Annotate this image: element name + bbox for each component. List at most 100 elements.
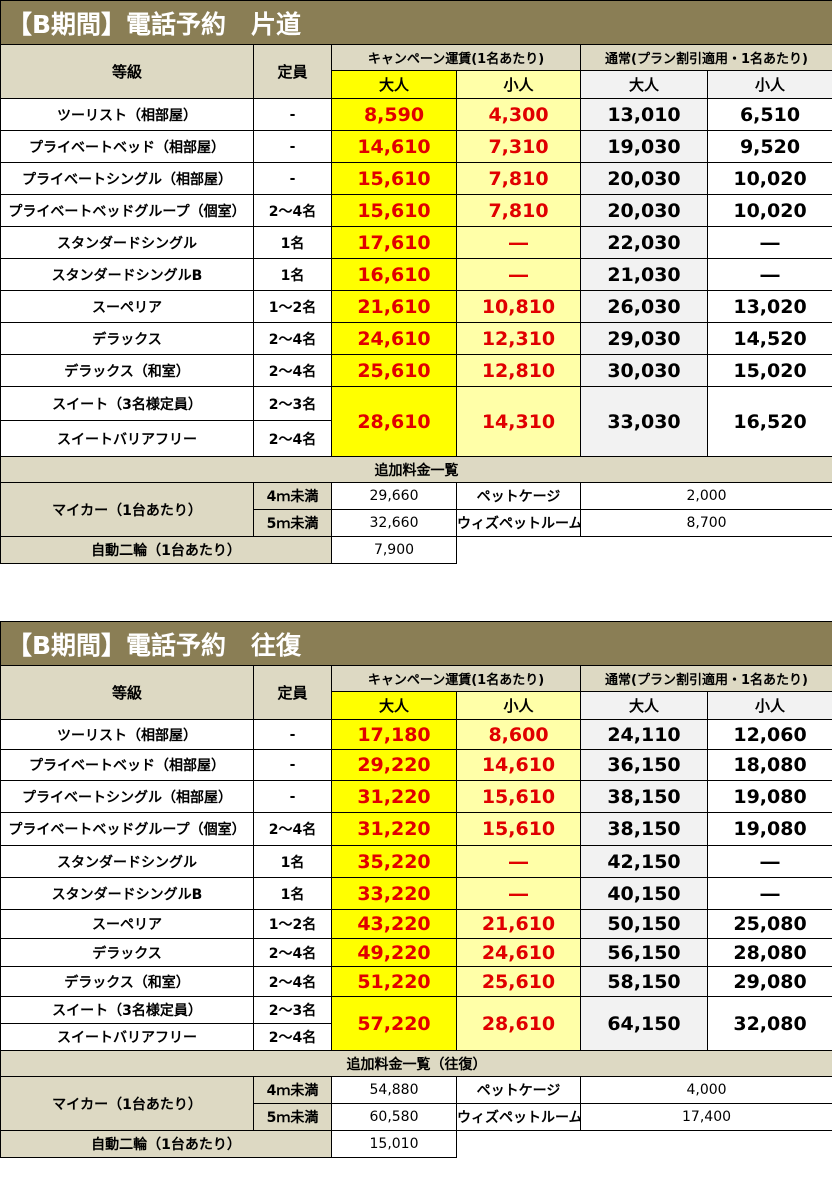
suite-normal-adult: 33,030 [580,386,708,457]
normal-child-fare: 10,020 [706,194,832,227]
table-row: スタンダードシングルB 1名 33,220 ― 40,150 ― [0,877,832,910]
normal-child-fare: 13,020 [706,290,832,323]
campaign-child-fare: 24,610 [456,938,581,967]
car-under-4m-price: 29,660 [331,482,457,510]
campaign-adult-fare: 24,610 [331,322,457,355]
normal-adult-fare: 20,030 [580,194,708,227]
campaign-adult-fare: 21,610 [331,290,457,323]
room-capacity: 1名 [253,845,332,878]
room-capacity: 1～2名 [253,909,332,939]
room-capacity: - [253,749,332,781]
room-name: プライベートシングル（相部屋） [0,162,254,195]
table-row: スーペリア 1～2名 21,610 10,810 26,030 13,020 [0,290,832,323]
room-capacity: 1名 [253,226,332,259]
table-row: スタンダードシングル 1名 35,220 ― 42,150 ― [0,845,832,878]
header-capacity: 定員 [253,665,332,720]
campaign-child-fare: ― [456,258,581,291]
room-capacity: 1名 [253,258,332,291]
room-name: スーペリア [0,290,254,323]
suite-capacity: 2～3名 [253,996,332,1024]
room-name: プライベートベッド（相部屋） [0,130,254,163]
campaign-adult-fare: 29,220 [331,749,457,781]
car-under-4m-label: 4ｍ未満 [253,482,332,510]
normal-child-fare: 19,080 [706,780,832,813]
campaign-child-fare: 21,610 [456,909,581,939]
room-name: スタンダードシングル [0,226,254,259]
campaign-child-fare: 7,310 [456,130,581,163]
table-row: プライベートシングル（相部屋） -31,220 15,610 38,150 19,080 [0,780,832,813]
campaign-child-fare: 15,610 [456,780,581,813]
normal-child-fare: ― [706,845,832,878]
motorcycle-price: 7,900 [331,536,457,564]
campaign-child-fare: ― [456,877,581,910]
normal-adult-fare: 20,030 [580,162,708,195]
extras-title: 追加料金一覧 [0,456,832,483]
car-under-5m-price: 32,660 [331,509,457,537]
table-title: 【B期間】電話予約 往復 [0,621,832,666]
car-label: マイカー（1台あたり） [0,482,254,537]
room-capacity: 2～4名 [253,194,332,227]
room-capacity: 2～4名 [253,938,332,967]
room-name: ツーリスト（相部屋） [0,98,254,131]
suite-capacity: 2～3名 [253,386,332,421]
suite-name: スイート（3名様定員） [0,386,254,421]
room-name: スーペリア [0,909,254,939]
table-row: デラックス（和室） 2～4名 25,610 12,810 30,030 15,020 [0,354,832,387]
normal-adult-fare: 56,150 [580,938,708,967]
table-row: プライベートシングル（相部屋） -15,610 7,810 20,030 10,020 [0,162,832,195]
room-capacity: - [253,130,332,163]
normal-child-fare: 6,510 [706,98,832,131]
table-row: スタンダードシングルB 1名 16,610 ― 21,030 ― [0,258,832,291]
campaign-adult-fare: 16,610 [331,258,457,291]
empty-cell [457,537,832,564]
room-capacity: 2～4名 [253,812,332,846]
normal-child-fare: 9,520 [706,130,832,163]
room-capacity: 1名 [253,877,332,910]
campaign-child-fare: 10,810 [456,290,581,323]
car-under-5m-label: 5ｍ未満 [253,509,332,537]
header-normal-child: 小人 [706,70,832,99]
suite-campaign-adult: 28,610 [331,386,457,457]
campaign-adult-fare: 17,610 [331,226,457,259]
normal-adult-fare: 13,010 [580,98,708,131]
room-name: プライベートシングル（相部屋） [0,780,254,813]
normal-child-fare: ― [706,877,832,910]
room-capacity: 1～2名 [253,290,332,323]
campaign-adult-fare: 35,220 [331,845,457,878]
normal-child-fare: 19,080 [706,812,832,846]
campaign-child-fare: 4,300 [456,98,581,131]
one-way-fare-table: 【B期間】電話予約 片道 等級 定員 キャンペーン運賃(1名あたり) 通常(プラ… [0,0,832,564]
normal-child-fare: ― [706,226,832,259]
campaign-child-fare: 12,810 [456,354,581,387]
header-campaign-adult: 大人 [331,70,457,99]
suite-campaign-child: 28,610 [456,996,581,1051]
normal-adult-fare: 22,030 [580,226,708,259]
header-grade: 等級 [0,665,254,720]
normal-child-fare: 10,020 [706,162,832,195]
suite-campaign-child: 14,310 [456,386,581,457]
room-name: デラックス（和室） [0,354,254,387]
suite-barrier-free-capacity: 2～4名 [253,420,332,457]
room-capacity: - [253,780,332,813]
room-name: プライベートベッド（相部屋） [0,749,254,781]
header-normal: 通常(プラン割引適用・1名あたり) [579,665,832,692]
campaign-adult-fare: 49,220 [331,938,457,967]
room-name: デラックス（和室） [0,966,254,997]
header-normal: 通常(プラン割引適用・1名あたり) [579,44,832,71]
room-name: スタンダードシングル [0,845,254,878]
room-name: デラックス [0,938,254,967]
room-name: スタンダードシングルB [0,877,254,910]
suite-barrier-free-capacity: 2～4名 [253,1023,332,1051]
campaign-adult-fare: 33,220 [331,877,457,910]
header-capacity: 定員 [253,44,332,99]
normal-adult-fare: 26,030 [580,290,708,323]
table-row: ツーリスト（相部屋） -8,590 4,300 13,010 6,510 [0,98,832,131]
normal-adult-fare: 38,150 [580,812,708,846]
campaign-child-fare: 7,810 [456,162,581,195]
normal-child-fare: 14,520 [706,322,832,355]
normal-adult-fare: 42,150 [580,845,708,878]
normal-child-fare: 18,080 [706,749,832,781]
normal-child-fare: 15,020 [706,354,832,387]
table-row: デラックス（和室） 2～4名 51,220 25,610 58,150 29,080 [0,966,832,997]
motorcycle-label: 自動二輪（1台あたり） [0,1130,332,1158]
